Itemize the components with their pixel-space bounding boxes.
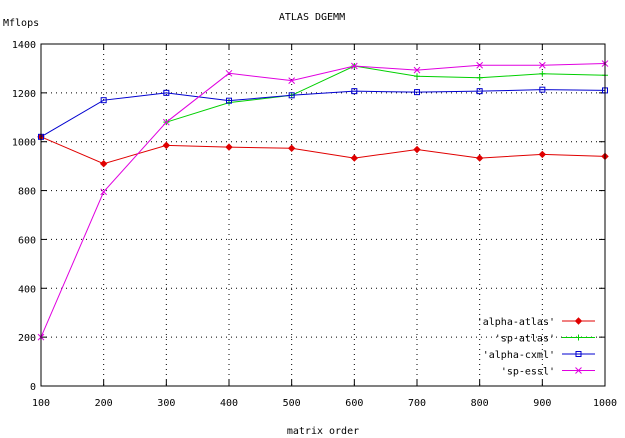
y-tick-label: 800 xyxy=(18,187,36,198)
data-point-diamond xyxy=(475,154,484,162)
data-point-cross xyxy=(162,118,170,126)
data-point-diamond xyxy=(99,159,108,168)
grid xyxy=(41,44,605,386)
x-tick-label: 400 xyxy=(220,398,238,409)
data-point-plus xyxy=(476,74,483,81)
data-point-plus xyxy=(539,70,546,77)
x-tick-label: 100 xyxy=(32,398,50,409)
y-axis-label: Mflops xyxy=(3,18,39,29)
x-tick-label: 700 xyxy=(408,398,426,409)
series-spessl xyxy=(37,60,609,341)
data-point-diamond xyxy=(574,317,583,325)
data-point-diamond xyxy=(162,141,171,150)
data-point-square xyxy=(288,92,295,99)
chart-title: ATLAS DGEMM xyxy=(279,12,345,23)
data-point-square xyxy=(575,351,582,357)
legend-label: 'sp-essl' xyxy=(501,367,555,378)
data-point-cross xyxy=(225,69,233,77)
data-point-cross xyxy=(413,66,421,74)
data-point-cross xyxy=(288,77,296,84)
data-point-square xyxy=(226,97,232,104)
series-alphaatlas xyxy=(37,133,609,168)
legend: 'alpha-atlas' 'sp-atlas' 'alpha-cxml' 'sp-e… xyxy=(477,317,595,378)
series-alphacxml xyxy=(38,86,608,140)
x-axis-label: matrix order xyxy=(287,426,359,437)
data-point-diamond xyxy=(225,143,233,151)
data-point-cross xyxy=(538,61,546,69)
x-tick-label: 500 xyxy=(283,398,301,409)
x-tick-label: 300 xyxy=(157,398,175,409)
data-point-square xyxy=(476,88,483,95)
data-point-plus xyxy=(414,73,420,80)
series-line xyxy=(40,63,606,338)
y-tick-label: 1400 xyxy=(12,40,36,51)
x-tick-label: 600 xyxy=(345,398,363,409)
data-point-square xyxy=(539,86,546,93)
series-line xyxy=(40,136,606,165)
data-point-square xyxy=(100,97,107,104)
data-point-diamond xyxy=(287,144,296,153)
x-tick-label: 900 xyxy=(533,398,551,409)
x-tick-label: 800 xyxy=(471,398,489,409)
series-line xyxy=(166,65,606,123)
data-point-square xyxy=(414,89,420,96)
legend-label: 'alpha-atlas' xyxy=(477,317,555,328)
data-point-diamond xyxy=(350,154,359,162)
y-tick-label: 400 xyxy=(18,284,36,295)
series-layer xyxy=(37,60,609,341)
data-point-cross xyxy=(476,61,484,69)
data-point-cross xyxy=(575,367,582,374)
data-point-diamond xyxy=(538,150,547,159)
data-point-diamond xyxy=(413,145,421,154)
y-tick-label: 200 xyxy=(18,333,36,344)
data-point-cross xyxy=(350,62,358,70)
y-tick-label: 600 xyxy=(18,235,36,246)
legend-label: 'alpha-cxml' xyxy=(483,350,555,361)
y-tick-label: 1000 xyxy=(12,138,36,149)
series-line xyxy=(40,89,606,138)
y-tick-label: 0 xyxy=(30,382,36,393)
legend-label: 'sp-atlas' xyxy=(495,334,555,345)
plot-frame xyxy=(40,43,606,387)
x-tick-label: 1000 xyxy=(593,398,617,409)
y-tick-label: 1200 xyxy=(12,89,36,100)
data-point-square xyxy=(351,88,358,95)
data-point-square xyxy=(163,89,170,96)
data-point-plus xyxy=(575,334,582,341)
x-tick-label: 200 xyxy=(95,398,113,409)
data-point-cross xyxy=(100,188,108,196)
